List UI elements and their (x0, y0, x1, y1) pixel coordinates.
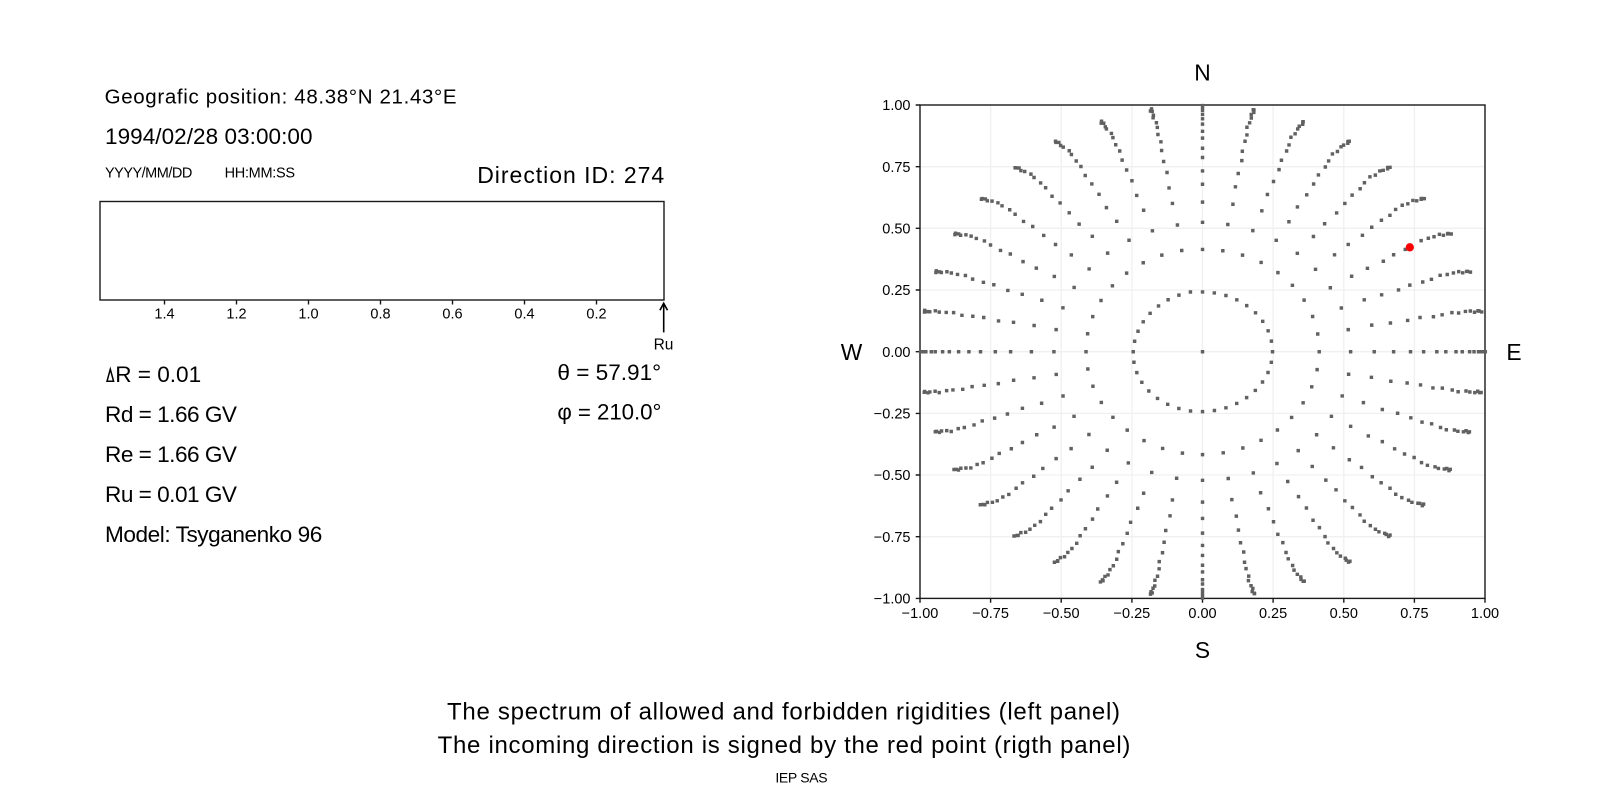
svg-text:The incoming direction is sign: The incoming direction is signed by the … (438, 732, 1131, 759)
svg-text:IEP SAS: IEP SAS (775, 769, 827, 785)
svg-text:1.00: 1.00 (882, 98, 910, 114)
svg-text:−1.00: −1.00 (902, 606, 939, 622)
svg-text:Rd = 1.66 GV: Rd = 1.66 GV (105, 402, 237, 427)
svg-text:0.8: 0.8 (370, 307, 390, 323)
svg-text:0.75: 0.75 (882, 160, 910, 176)
svg-text:Re = 1.66 GV: Re = 1.66 GV (105, 442, 237, 467)
svg-text:−0.50: −0.50 (1043, 606, 1080, 622)
svg-text:1.0: 1.0 (298, 307, 318, 323)
svg-text:HH:MM:SS: HH:MM:SS (225, 165, 295, 181)
svg-text:The spectrum of allowed and fo: The spectrum of allowed and forbidden ri… (447, 698, 1120, 725)
svg-text:0.00: 0.00 (882, 345, 910, 361)
svg-text:θ = 57.91°: θ = 57.91° (557, 360, 661, 385)
svg-text:0.50: 0.50 (882, 222, 910, 238)
svg-text:1994/02/28 03:00:00: 1994/02/28 03:00:00 (105, 124, 313, 149)
svg-text:−0.25: −0.25 (1114, 606, 1151, 622)
svg-text:R = 0.01: R = 0.01 (115, 362, 201, 387)
svg-text:−0.25: −0.25 (874, 407, 911, 423)
svg-text:φ = 210.0°: φ = 210.0° (557, 400, 661, 425)
svg-text:−0.50: −0.50 (874, 468, 911, 484)
svg-text:0.75: 0.75 (1400, 606, 1428, 622)
svg-text:0.50: 0.50 (1330, 606, 1358, 622)
svg-text:1.4: 1.4 (154, 307, 174, 323)
svg-text:−0.75: −0.75 (874, 530, 911, 546)
svg-text:0.25: 0.25 (1259, 606, 1287, 622)
svg-text:YYYY/MM/DD: YYYY/MM/DD (105, 165, 192, 181)
svg-text:Direction ID: 274: Direction ID: 274 (477, 162, 664, 188)
svg-text:E: E (1506, 339, 1521, 365)
svg-text:−0.75: −0.75 (972, 606, 1009, 622)
svg-text:0.4: 0.4 (514, 307, 534, 323)
svg-text:0.2: 0.2 (586, 307, 606, 323)
svg-text:1.00: 1.00 (1471, 606, 1499, 622)
svg-text:S: S (1195, 637, 1210, 663)
svg-text:1.2: 1.2 (226, 307, 246, 323)
svg-text:−1.00: −1.00 (874, 592, 911, 608)
svg-text:Geografic position: 48.38°N 21: Geografic position: 48.38°N 21.43°E (105, 85, 457, 108)
svg-text:0.00: 0.00 (1188, 606, 1216, 622)
svg-text:0.25: 0.25 (882, 283, 910, 299)
svg-text:W: W (841, 339, 863, 365)
svg-text:Model: Tsyganenko 96: Model: Tsyganenko 96 (105, 522, 322, 547)
svg-text:0.6: 0.6 (442, 307, 462, 323)
svg-text:N: N (1194, 59, 1210, 85)
svg-text:Ru = 0.01 GV: Ru = 0.01 GV (105, 482, 237, 507)
svg-text:Ru: Ru (654, 337, 674, 354)
